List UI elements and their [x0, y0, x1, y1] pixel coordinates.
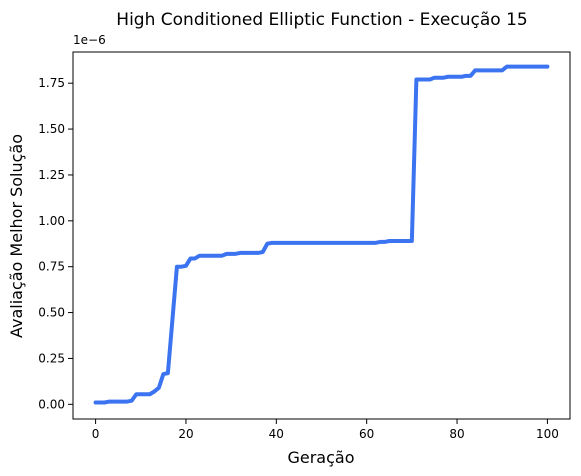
y-tick-label: 1.75: [38, 76, 65, 90]
x-tick-label: 100: [536, 427, 559, 441]
plot-area: [72, 51, 571, 420]
x-axis-ticks: 0 20 40 60 80 100: [92, 419, 559, 441]
y-tick-label: 0.25: [38, 351, 65, 365]
chart-title: High Conditioned Elliptic Function - Exe…: [116, 10, 527, 30]
x-tick-label: 20: [178, 427, 193, 441]
y-tick-label: 0.50: [38, 306, 65, 320]
y-axis-ticks: 0.00 0.25 0.50 0.75 1.00 1.25 1.50 1.75: [38, 76, 73, 411]
x-tick-label: 60: [359, 427, 374, 441]
y-axis-title: Avaliação Melhor Solução: [7, 134, 26, 338]
y-tick-label: 0.75: [38, 260, 65, 274]
series-line: [93, 64, 550, 405]
y-tick-label: 0.00: [38, 397, 65, 411]
x-tick-label: 0: [92, 427, 100, 441]
y-tick-label: 1.00: [38, 214, 65, 228]
y-axis-offset-label: 1e−6: [73, 33, 106, 47]
y-tick-label: 1.50: [38, 122, 65, 136]
x-tick-label: 80: [449, 427, 464, 441]
y-tick-label: 1.25: [38, 168, 65, 182]
x-axis-title: Geração: [287, 448, 354, 467]
x-tick-label: 40: [269, 427, 284, 441]
